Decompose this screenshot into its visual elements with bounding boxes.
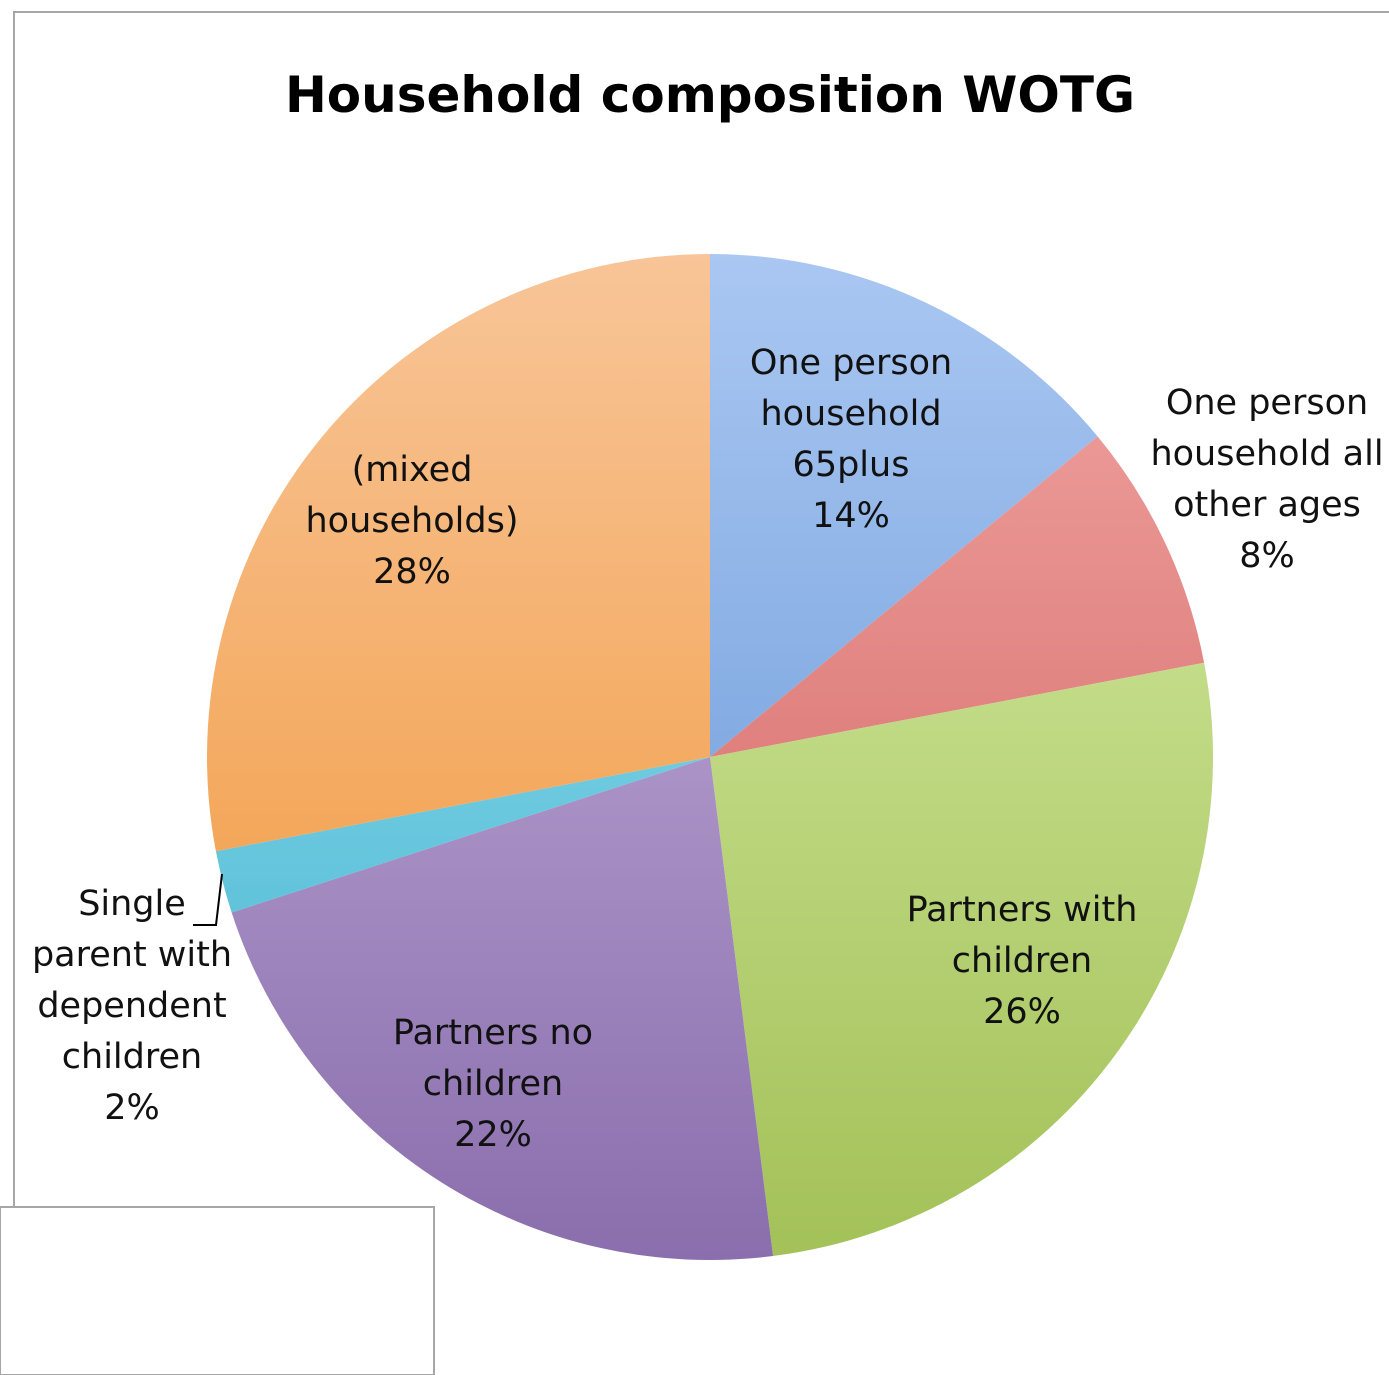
slice-label: Partners no children 22% — [393, 1013, 593, 1155]
chart-title: Household composition WOTG — [285, 66, 1135, 124]
chart-frame — [13, 11, 1389, 1206]
pie-slice — [710, 436, 1205, 757]
pie-slice — [710, 254, 1098, 757]
slice-label: Single parent with dependent children 2% — [32, 884, 232, 1128]
slice-labels: One person household 65plus 14% One person ho… — [32, 343, 1384, 1155]
slice-label: Partners with children 26% — [907, 890, 1138, 1032]
pie-slice — [710, 662, 1213, 1257]
slice-label: One person household 65plus 14% — [750, 343, 952, 536]
overlay-panel — [0, 1206, 435, 1375]
slice-label: One person household all other ages 8% — [1150, 383, 1383, 576]
pie-slices — [207, 254, 1213, 1260]
slice-label: (mixed households) 28% — [306, 450, 519, 592]
pie-slice — [207, 254, 710, 852]
leader-line — [193, 873, 223, 926]
pie-slice — [231, 757, 774, 1260]
pie-slice — [215, 757, 710, 913]
